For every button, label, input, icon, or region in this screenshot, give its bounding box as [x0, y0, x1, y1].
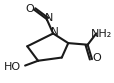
Text: N: N [44, 13, 53, 23]
Text: O: O [25, 4, 34, 14]
Text: N: N [51, 27, 59, 37]
Text: NH₂: NH₂ [90, 29, 111, 39]
Text: O: O [91, 53, 100, 63]
Text: HO: HO [4, 62, 21, 72]
